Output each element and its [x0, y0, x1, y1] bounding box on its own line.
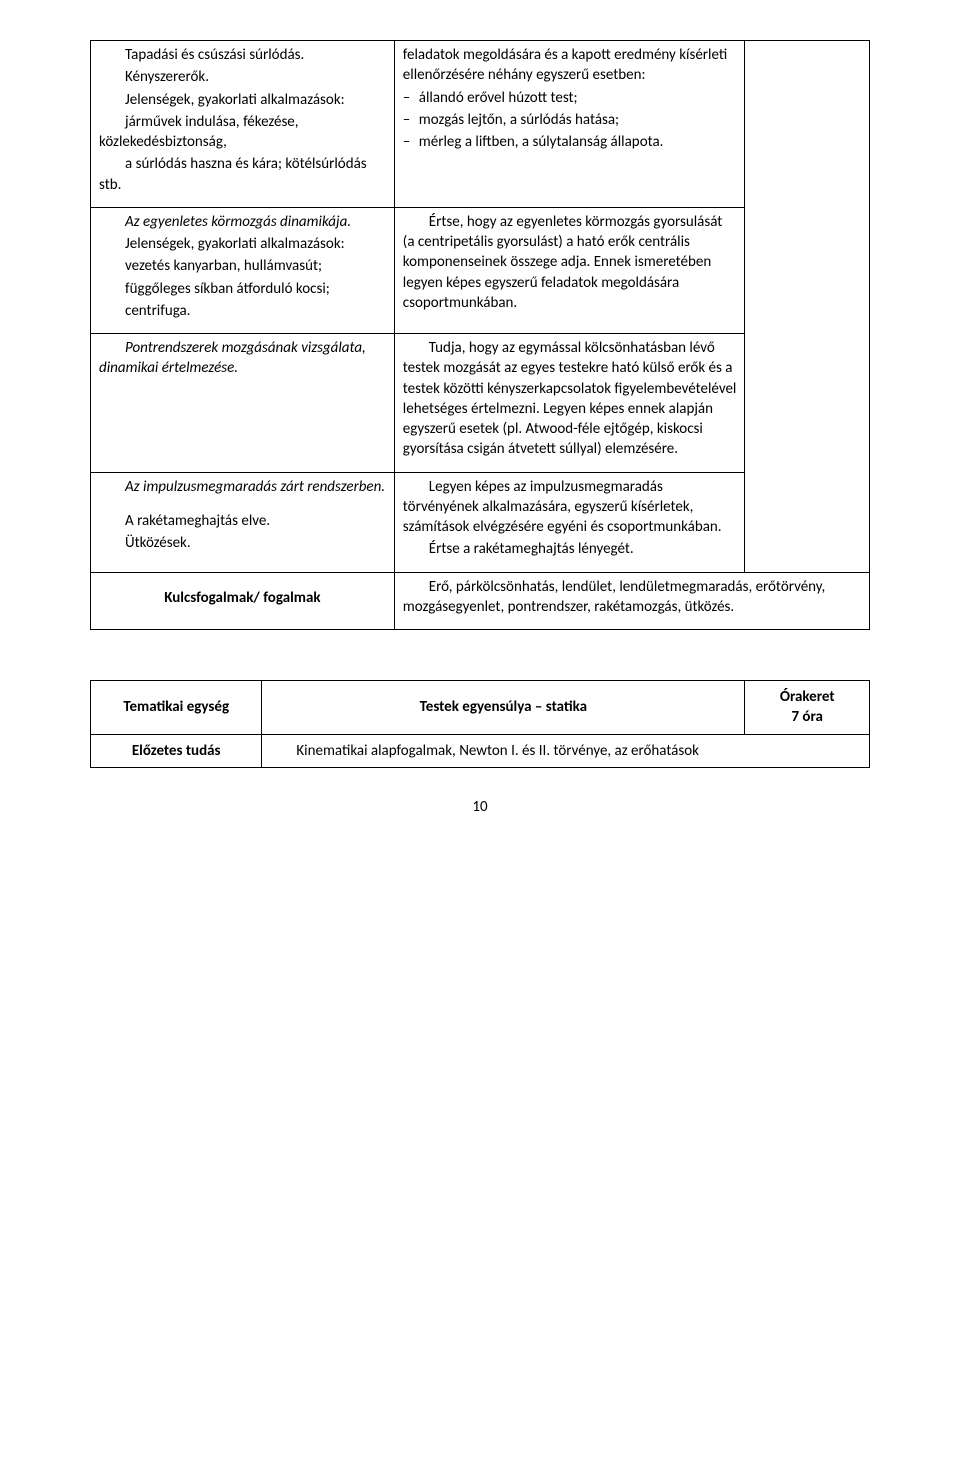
text-span: Értse, hogy az egyenletes körmozgás gyor…: [403, 213, 723, 312]
text-span: Jelenségek, gyakorlati alkalmazások:: [125, 235, 345, 253]
cell-wide: Erő, párkölcsönhatás, lendület, lendület…: [394, 572, 869, 630]
text-span: 10: [472, 798, 487, 816]
cell-right-1: feladatok megoldására és a kapott eredmé…: [394, 41, 745, 208]
cell-left-1: Tapadási és csúszási súrlódás. Kényszere…: [91, 41, 395, 208]
cell-right-2: Értse, hogy az egyenletes körmozgás gyor…: [394, 207, 745, 333]
text: Ütközések.: [99, 533, 386, 553]
text: Jelenségek, gyakorlati alkalmazások:: [99, 90, 386, 110]
text-span: 7 óra: [753, 707, 861, 727]
text: Kinematikai alapfogalmak, Newton I. és I…: [270, 741, 861, 761]
text-span: A rakétameghajtás elve.: [125, 512, 270, 530]
cell-left-4: Az impulzusmegmaradás zárt rendszerben. …: [91, 472, 395, 572]
text-span: Jelenségek, gyakorlati alkalmazások:: [125, 91, 345, 109]
text: Jelenségek, gyakorlati alkalmazások:: [99, 234, 386, 254]
cell-left-2: Az egyenletes körmozgás dinamikája. Jele…: [91, 207, 395, 333]
list-item: mérleg a liftben, a súlytalanság állapot…: [403, 132, 737, 152]
text-span: mérleg a liftben, a súlytalanság állapot…: [419, 133, 664, 151]
list-item: mozgás lejtőn, a súrlódás hatása;: [403, 110, 737, 130]
text-span: Tudja, hogy az egymással kölcsönhatásban…: [403, 339, 737, 458]
cell-label: Tematikai egység: [91, 681, 262, 735]
text: vezetés kanyarban, hullámvasút;: [99, 256, 386, 276]
text-span: Az egyenletes körmozgás dinamikája.: [125, 213, 351, 231]
text-span: Legyen képes az impulzusmegmaradás törvé…: [403, 478, 722, 537]
text-span: vezetés kanyarban, hullámvasút;: [125, 257, 322, 275]
text-span: Előzetes tudás: [132, 742, 221, 760]
text-span: Erő, párkölcsönhatás, lendület, lendület…: [403, 578, 825, 616]
text-span: állandó erővel húzott test;: [419, 89, 578, 107]
text-span: Pontrendszerek mozgásának vizsgálata, di…: [99, 339, 366, 377]
table-row: Tematikai egység Testek egyensúlya – sta…: [91, 681, 870, 735]
text: Tudja, hogy az egymással kölcsönhatásban…: [403, 338, 737, 460]
second-table: Tematikai egység Testek egyensúlya – sta…: [90, 680, 870, 768]
text-span: járművek indulása, fékezése, közlekedésb…: [99, 113, 299, 151]
text-span: mozgás lejtőn, a súrlódás hatása;: [419, 111, 619, 129]
text: Kényszererők.: [99, 67, 386, 87]
text-span: Kényszererők.: [125, 68, 209, 86]
text: Tapadási és csúszási súrlódás.: [99, 45, 386, 65]
text-span: függőleges síkban átforduló kocsi;: [125, 280, 330, 298]
cell-right-3: Tudja, hogy az egymással kölcsönhatásban…: [394, 334, 745, 473]
text-span: a súrlódás haszna és kára; kötélsúrlódás…: [99, 155, 367, 193]
text: Értse a rakétameghajtás lényegét.: [403, 539, 737, 559]
text-span: Testek egyensúlya – statika: [420, 698, 587, 716]
text: függőleges síkban átforduló kocsi;: [99, 279, 386, 299]
cell-title: Testek egyensúlya – statika: [262, 681, 745, 735]
text: Értse, hogy az egyenletes körmozgás gyor…: [403, 212, 737, 313]
text: járművek indulása, fékezése, közlekedésb…: [99, 112, 386, 153]
text-italic: Az impulzusmegmaradás zárt rendszerben.: [99, 477, 386, 497]
table-row: Kulcsfogalmak/ fogalmak Erő, párkölcsönh…: [91, 572, 870, 630]
text-span: Kinematikai alapfogalmak, Newton I. és I…: [296, 742, 699, 760]
text-span: feladatok megoldására és a kapott eredmé…: [403, 46, 727, 84]
cell-side: [745, 41, 870, 573]
text: centrifuga.: [99, 301, 386, 321]
text-span: Tapadási és csúszási súrlódás.: [125, 46, 304, 64]
list-item: állandó erővel húzott test;: [403, 88, 737, 108]
text: a súrlódás haszna és kára; kötélsúrlódás…: [99, 154, 386, 195]
text-span: Órakeret: [753, 687, 861, 707]
cell-label: Kulcsfogalmak/ fogalmak: [91, 572, 395, 630]
text-italic: Az egyenletes körmozgás dinamikája.: [99, 212, 386, 232]
cell-hours: Órakeret 7 óra: [745, 681, 870, 735]
dash-list: állandó erővel húzott test; mozgás lejtő…: [403, 88, 737, 153]
main-table: Tapadási és csúszási súrlódás. Kényszere…: [90, 40, 870, 630]
text: feladatok megoldására és a kapott eredmé…: [403, 45, 737, 86]
text: Legyen képes az impulzusmegmaradás törvé…: [403, 477, 737, 538]
cell-wide: Kinematikai alapfogalmak, Newton I. és I…: [262, 734, 870, 767]
table-row: Előzetes tudás Kinematikai alapfogalmak,…: [91, 734, 870, 767]
cell-left-3: Pontrendszerek mozgásának vizsgálata, di…: [91, 334, 395, 473]
text: Erő, párkölcsönhatás, lendület, lendület…: [403, 577, 861, 618]
document-page: Tapadási és csúszási súrlódás. Kényszere…: [0, 0, 960, 1475]
text: A rakétameghajtás elve.: [99, 511, 386, 531]
text-span: Az impulzusmegmaradás zárt rendszerben.: [125, 478, 385, 496]
cell-right-4: Legyen képes az impulzusmegmaradás törvé…: [394, 472, 745, 572]
text-span: Kulcsfogalmak/ fogalmak: [164, 589, 320, 607]
page-number: 10: [90, 798, 870, 816]
text-italic: Pontrendszerek mozgásának vizsgálata, di…: [99, 338, 386, 379]
text-span: Értse a rakétameghajtás lényegét.: [429, 540, 634, 558]
text-span: centrifuga.: [125, 302, 190, 320]
text-span: Tematikai egység: [123, 698, 229, 716]
table-row: Tapadási és csúszási súrlódás. Kényszere…: [91, 41, 870, 208]
text-span: Ütközések.: [125, 534, 191, 552]
cell-label: Előzetes tudás: [91, 734, 262, 767]
